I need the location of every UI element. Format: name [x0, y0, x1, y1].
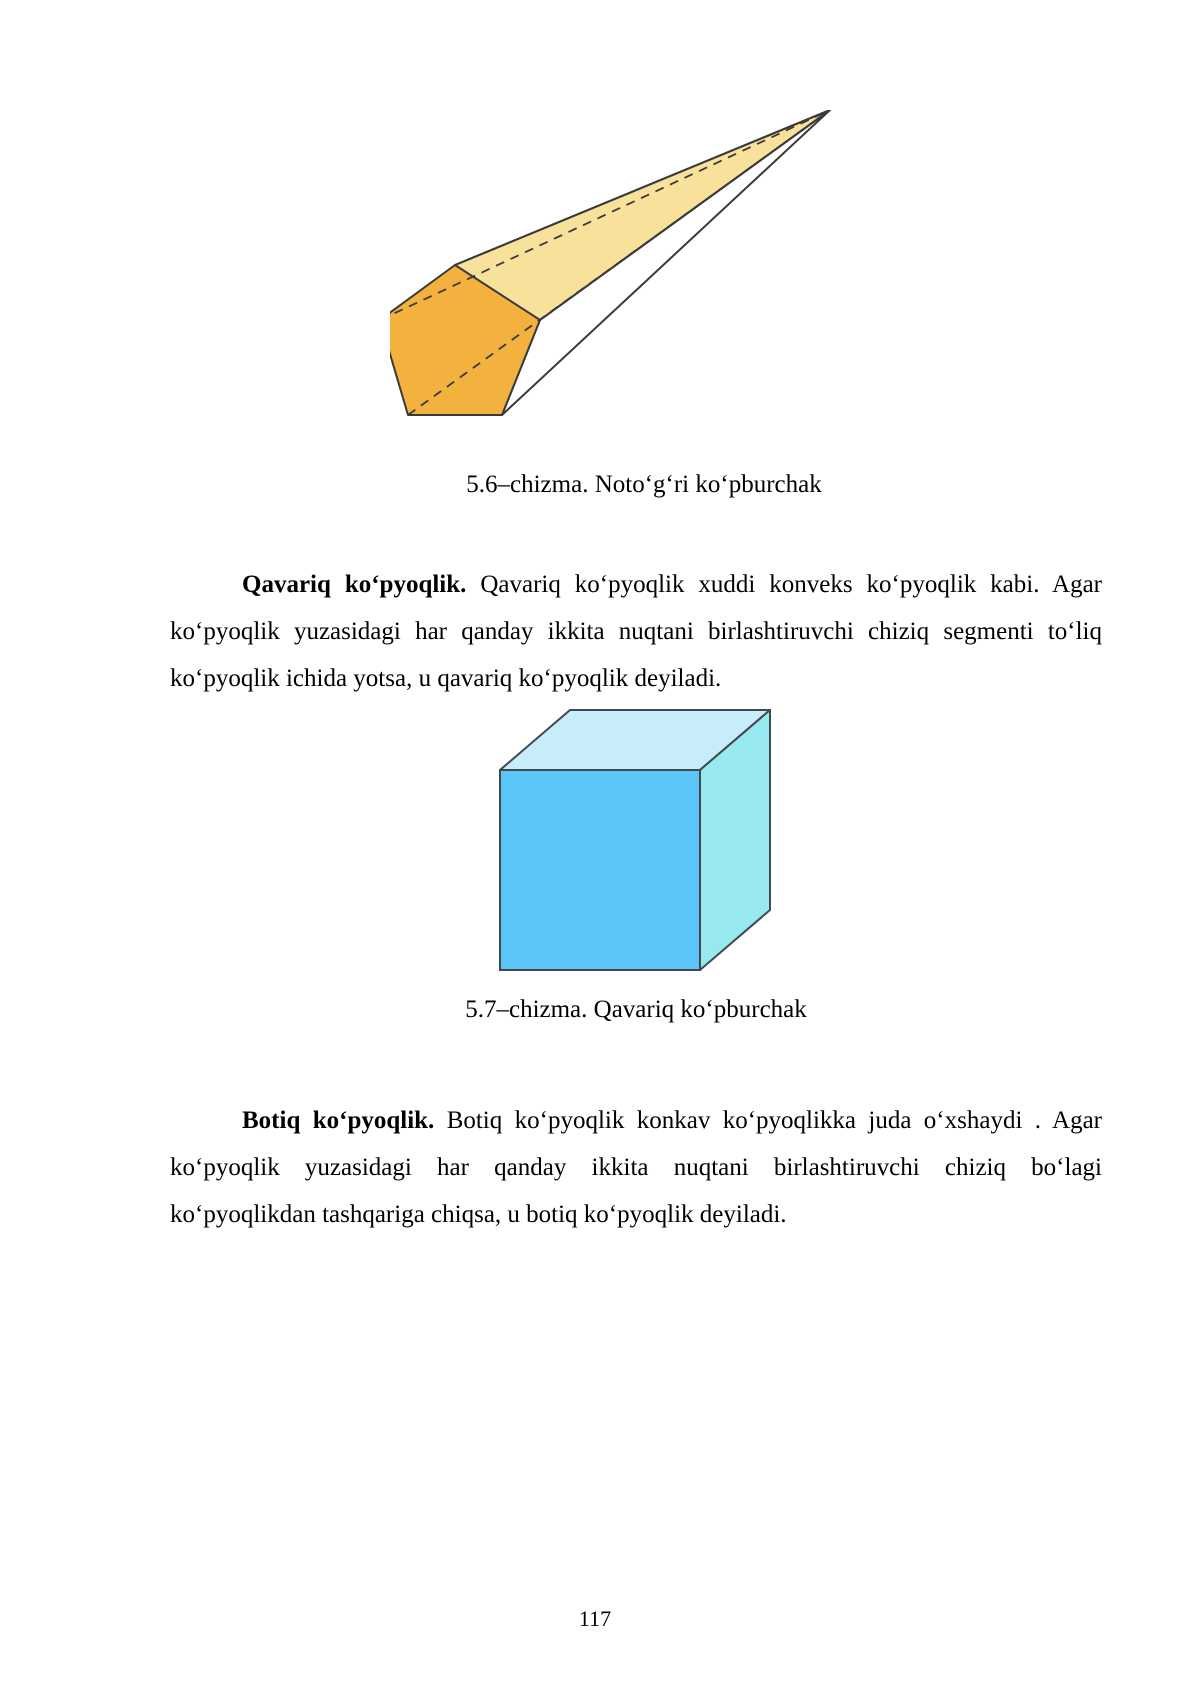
paragraph-text: Qavariq ko‘pyoqlik xuddi konveks ko‘pyoq…: [170, 571, 1102, 692]
cube-front-face: [499, 769, 701, 971]
figure-caption: 5.6–chizma. Noto‘g‘ri ko‘pburchak: [466, 471, 822, 498]
pyramid-base-face: [379, 264, 541, 416]
paragraph-convex-polyhedron: Qavariq ko‘pyoqlik. Qavariq ko‘pyoqlik x…: [170, 561, 1102, 702]
pentagonal-pyramid-drawing: [379, 109, 831, 416]
term-heading: Botiq ko‘pyoqlik.: [242, 1107, 435, 1134]
cube-drawing: [499, 709, 771, 971]
visible-edge: [501, 109, 831, 416]
term-heading: Qavariq ko‘pyoqlik.: [242, 571, 467, 598]
page-number: 117: [578, 1606, 612, 1631]
visible-edge: [539, 109, 831, 321]
cube-figure: [495, 705, 775, 980]
figure-caption: 5.7–chizma. Qavariq ko‘pburchak: [465, 996, 807, 1023]
paragraph-text: Botiq ko‘pyoqlik konkav ko‘pyoqlikka jud…: [170, 1107, 1102, 1228]
paragraph-concave-polyhedron: Botiq ko‘pyoqlik. Botiq ko‘pyoqlik konka…: [170, 1097, 1102, 1238]
visible-edge: [454, 109, 831, 266]
pentagonal-pyramid-figure: [379, 109, 880, 450]
hidden-edge: [379, 109, 831, 321]
